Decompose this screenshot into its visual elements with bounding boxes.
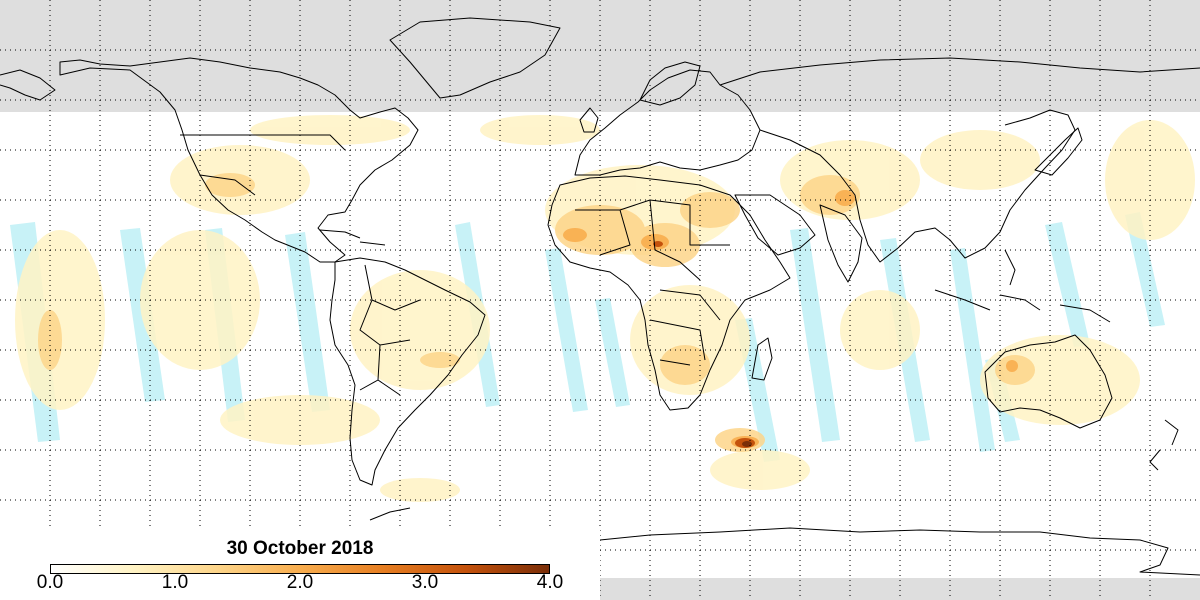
alaska-coast — [0, 69, 56, 101]
colorbar-tick-1: 1.0 — [161, 572, 189, 593]
colorbar-tick-2: 2.0 — [286, 572, 314, 593]
antarctica-coast — [599, 527, 1200, 576]
coastlines — [0, 17, 1200, 576]
colorbar — [50, 564, 550, 574]
asia-coast — [719, 57, 1200, 263]
india-coast — [819, 204, 863, 283]
japan-coast — [1034, 127, 1083, 176]
new-zealand-coast — [1149, 419, 1179, 471]
south-america-coast — [329, 257, 486, 486]
europe-coast — [574, 69, 761, 176]
africa-coast — [547, 175, 791, 411]
scandinavia-coast — [639, 61, 701, 106]
colorbar-tick-0: 0.0 — [36, 572, 64, 593]
australia-coast — [984, 334, 1113, 429]
us-canada-border — [180, 134, 346, 151]
africa-borders — [575, 199, 730, 366]
madagascar-coast — [751, 337, 773, 381]
colorbar-tick-4: 4.0 — [536, 572, 564, 593]
mexico-border — [199, 174, 256, 196]
date-title: 30 October 2018 — [226, 538, 374, 559]
caribbean-islands — [319, 229, 386, 246]
south-no-data-band — [600, 578, 1200, 600]
north-america-coast — [59, 57, 419, 263]
greenland-coast — [389, 17, 561, 99]
uk-coast — [579, 107, 599, 133]
arabia-coast — [734, 194, 816, 256]
maritime-se-asia — [934, 249, 1111, 323]
south-america-borders — [359, 264, 421, 396]
colorbar-tick-3: 3.0 — [411, 572, 439, 593]
antarctic-peninsula — [369, 507, 411, 521]
